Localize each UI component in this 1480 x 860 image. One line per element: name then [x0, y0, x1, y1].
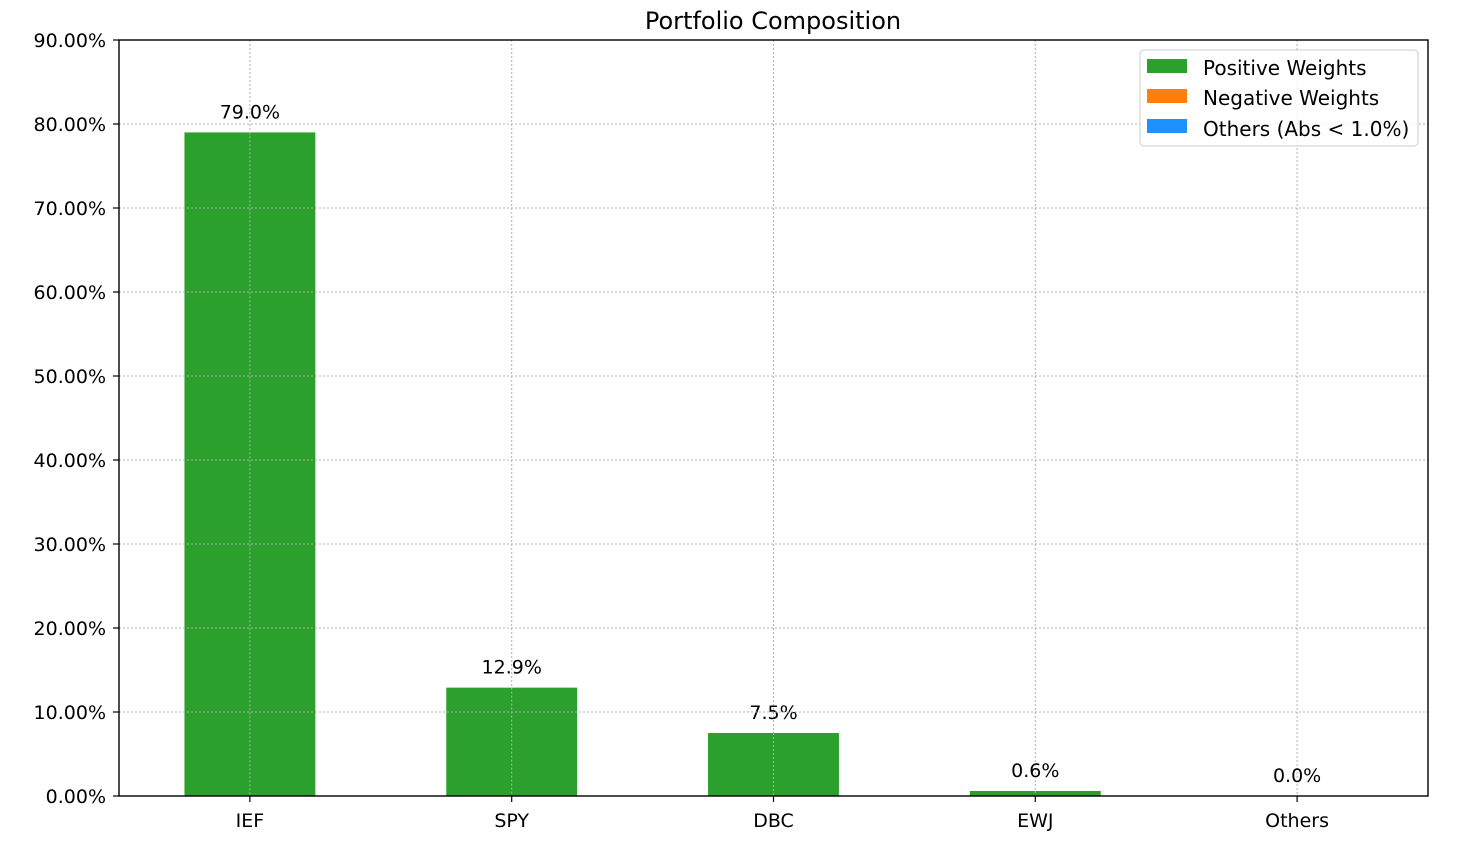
bars: [184, 132, 1101, 796]
data-label-others: 0.0%: [1273, 765, 1321, 787]
legend-swatch-positive: [1147, 59, 1187, 73]
grid-lines: [119, 39, 1428, 797]
y-tick-label: 60.00%: [34, 282, 106, 304]
y-tick-label: 70.00%: [34, 198, 106, 220]
data-label-spy: 12.9%: [482, 657, 542, 679]
y-tick-label: 90.00%: [34, 30, 106, 52]
x-tick-label: EWJ: [1017, 810, 1053, 832]
legend-label-positive: Positive Weights: [1203, 56, 1367, 80]
x-tick-label: DBC: [753, 810, 794, 832]
chart-title: Portfolio Composition: [645, 7, 901, 35]
data-label-ief: 79.0%: [220, 101, 280, 123]
legend: Positive Weights Negative Weights Others…: [1139, 49, 1419, 147]
data-label-ewj: 0.6%: [1011, 760, 1059, 782]
legend-label-others: Others (Abs < 1.0%): [1203, 117, 1409, 141]
y-tick-label: 80.00%: [34, 114, 106, 136]
y-axis-ticks: 0.00% 10.00% 20.00% 30.00% 40.00% 50.00% 60.00…: [34, 30, 119, 808]
legend-swatch-others: [1147, 119, 1187, 133]
y-tick-label: 10.00%: [34, 702, 106, 724]
x-axis-ticks: IEF SPY DBC EWJ Others: [236, 796, 1329, 832]
y-tick-label: 30.00%: [34, 534, 106, 556]
x-tick-label: Others: [1265, 810, 1329, 832]
data-label-dbc: 7.5%: [749, 702, 797, 724]
x-tick-label: IEF: [236, 810, 265, 832]
x-tick-label: SPY: [494, 810, 529, 832]
bar-spy: [446, 687, 578, 796]
y-tick-label: 50.00%: [34, 366, 106, 388]
legend-label-negative: Negative Weights: [1203, 86, 1379, 110]
data-labels: 79.0% 12.9% 7.5% 0.6% 0.0%: [119, 39, 1428, 797]
y-tick-label: 40.00%: [34, 450, 106, 472]
bar-ewj: [969, 790, 1101, 796]
legend-frame: [1139, 49, 1419, 147]
y-tick-label: 0.00%: [46, 786, 106, 808]
legend-swatch-negative: [1147, 89, 1187, 103]
y-tick-label: 20.00%: [34, 618, 106, 640]
